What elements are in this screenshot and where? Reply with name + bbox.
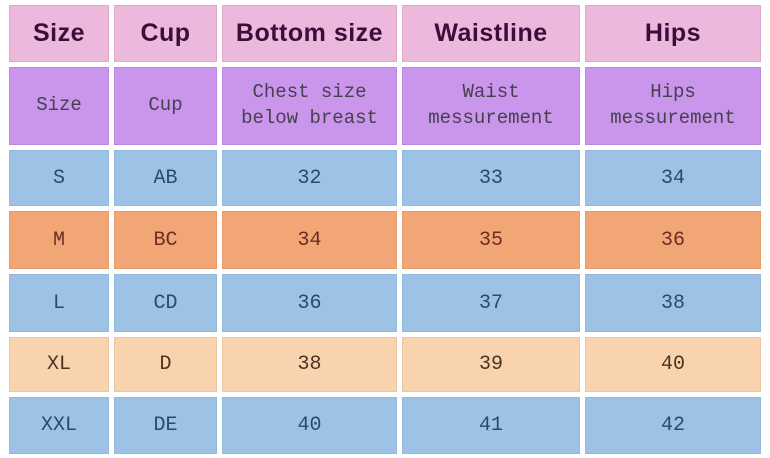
cell-m-bottom: 34 [222,211,397,269]
cell-m-waist: 35 [402,211,580,269]
subheader-cell-hips: Hips messurement [585,67,761,145]
cell-s-size: S [9,150,109,206]
header-cell-waistline: Waistline [402,5,580,62]
header-cell-hips: Hips [585,5,761,62]
cell-s-hips: 34 [585,150,761,206]
cell-l-cup: CD [114,274,217,332]
subheader-cell-cup: Cup [114,67,217,145]
cell-xxl-cup: DE [114,397,217,454]
cell-xl-waist: 39 [402,337,580,392]
cell-l-hips: 38 [585,274,761,332]
cell-l-size: L [9,274,109,332]
cell-s-cup: AB [114,150,217,206]
cell-m-cup: BC [114,211,217,269]
cell-xl-size: XL [9,337,109,392]
cell-l-bottom: 36 [222,274,397,332]
cell-xl-cup: D [114,337,217,392]
cell-xxl-hips: 42 [585,397,761,454]
cell-s-waist: 33 [402,150,580,206]
cell-xxl-size: XXL [9,397,109,454]
cell-m-size: M [9,211,109,269]
cell-xl-bottom: 38 [222,337,397,392]
cell-l-waist: 37 [402,274,580,332]
cell-xl-hips: 40 [585,337,761,392]
subheader-cell-size: Size [9,67,109,145]
cell-m-hips: 36 [585,211,761,269]
cell-s-bottom: 32 [222,150,397,206]
header-cell-size: Size [9,5,109,62]
header-cell-cup: Cup [114,5,217,62]
cell-xxl-waist: 41 [402,397,580,454]
subheader-cell-chest: Chest size below breast [222,67,397,145]
cell-xxl-bottom: 40 [222,397,397,454]
subheader-cell-waist: Waist messurement [402,67,580,145]
header-cell-bottom-size: Bottom size [222,5,397,62]
